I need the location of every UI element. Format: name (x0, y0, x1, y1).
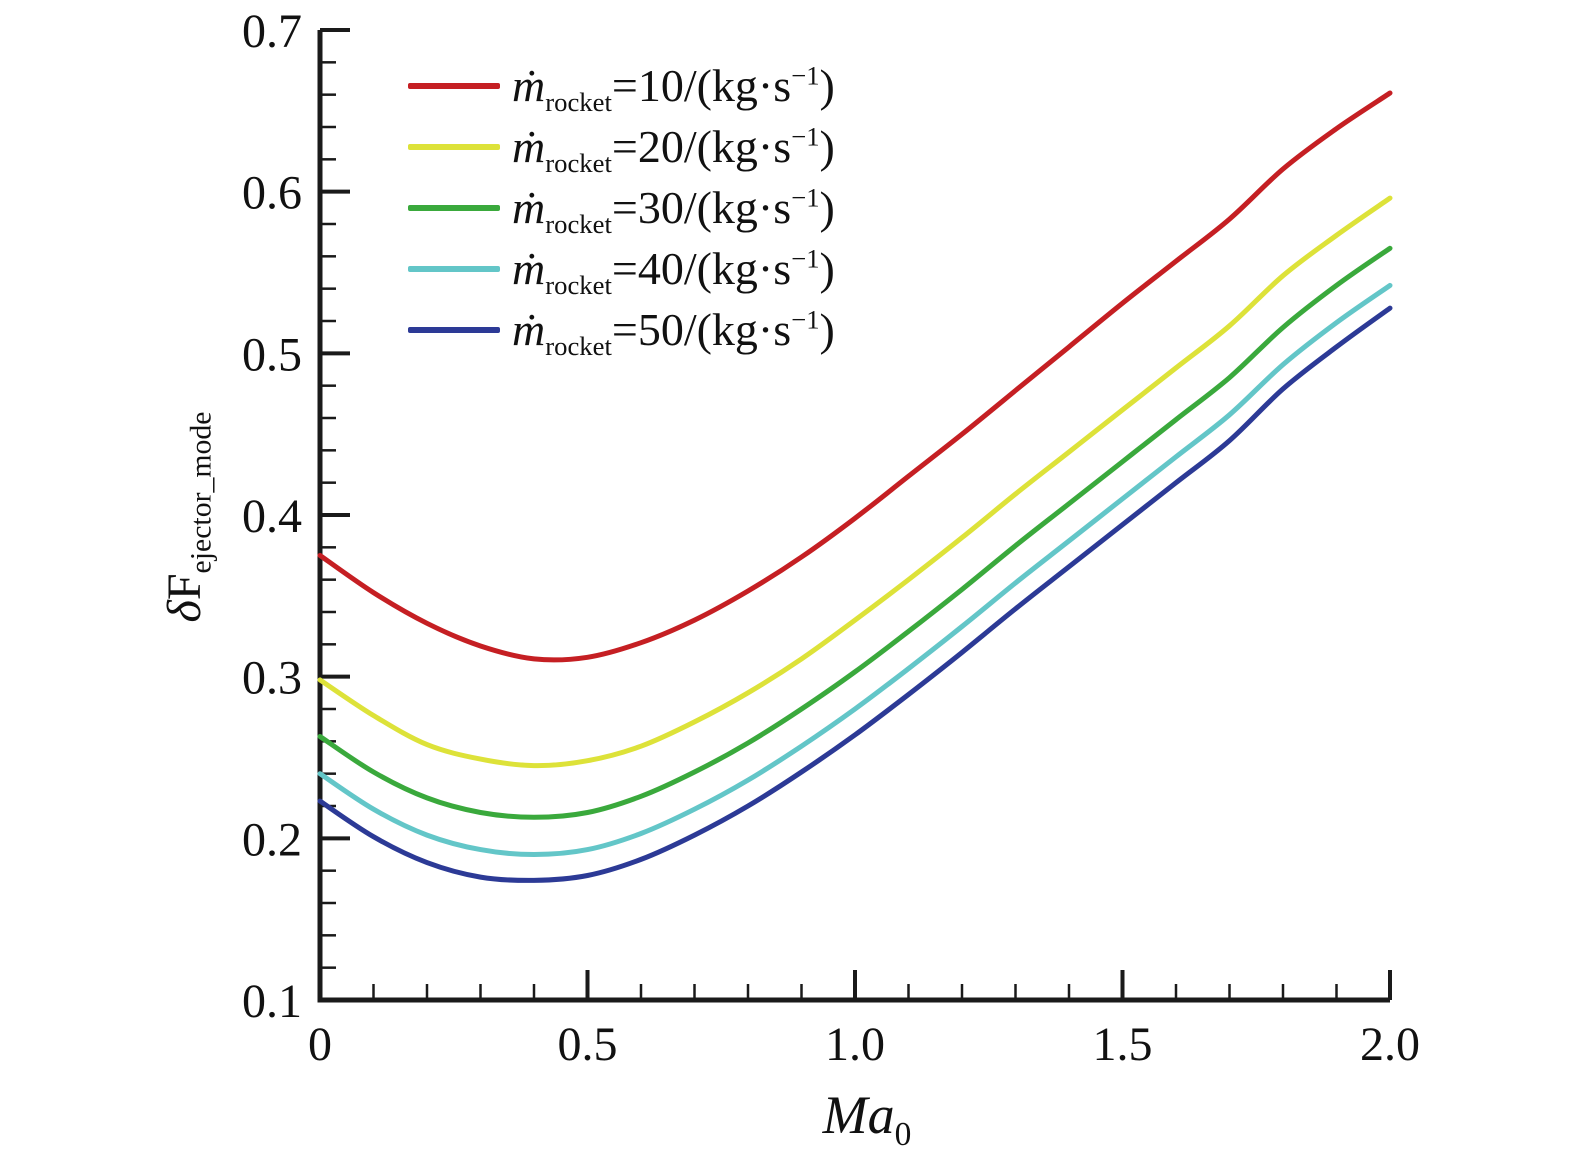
legend-label: ṁrocket=20/(kg·s−1) (512, 120, 835, 178)
x-tick-label: 0.5 (558, 1018, 618, 1071)
x-tick-label: 1.5 (1093, 1018, 1153, 1071)
y-tick-label: 0.6 (242, 167, 302, 220)
legend-label: ṁrocket=40/(kg·s−1) (512, 242, 835, 300)
y-tick-label: 0.5 (242, 328, 302, 381)
x-tick-label: 2.0 (1360, 1018, 1420, 1071)
legend-swatch (408, 82, 500, 89)
legend-swatch (408, 143, 500, 150)
legend-item: ṁrocket=40/(kg·s−1) (408, 238, 835, 299)
y-label-main: F (158, 573, 211, 601)
legend-item: ṁrocket=20/(kg·s−1) (408, 116, 835, 177)
legend: ṁrocket=10/(kg·s−1) ṁrocket=20/(kg·s−1) ṁr… (408, 55, 835, 360)
curve-mrocket_50 (317, 305, 1393, 883)
curve-mrocket_30 (317, 245, 1393, 820)
y-axis-label: δFejector_mode (158, 412, 218, 623)
curve-mrocket_20 (317, 195, 1393, 769)
x-label-subscript: 0 (894, 1115, 912, 1153)
x-label-main: Ma (822, 1085, 895, 1145)
legend-item: ṁrocket=50/(kg·s−1) (408, 299, 835, 360)
y-label-delta: δ (158, 600, 211, 623)
legend-item: ṁrocket=10/(kg·s−1) (408, 55, 835, 116)
x-tick-label: 1.0 (825, 1018, 885, 1071)
y-tick-label: 0.4 (242, 490, 302, 543)
y-tick-label: 0.2 (242, 813, 302, 866)
y-label-subscript: ejector_mode (184, 411, 218, 574)
y-tick-label: 0.1 (242, 975, 302, 1028)
legend-swatch (408, 204, 500, 211)
legend-label: ṁrocket=50/(kg·s−1) (512, 303, 835, 361)
legend-item: ṁrocket=30/(kg·s−1) (408, 177, 835, 238)
legend-label: ṁrocket=30/(kg·s−1) (512, 181, 835, 239)
y-tick-label: 0.7 (242, 5, 302, 58)
y-tick-label: 0.3 (242, 652, 302, 705)
curve-mrocket_40 (317, 282, 1393, 857)
legend-swatch (408, 265, 500, 272)
x-axis-label: Ma0 (822, 1085, 912, 1151)
curve-mrocket_10 (317, 90, 1393, 663)
legend-swatch (408, 326, 500, 333)
x-tick-label: 0 (308, 1018, 332, 1071)
legend-label: ṁrocket=10/(kg·s−1) (512, 59, 835, 117)
